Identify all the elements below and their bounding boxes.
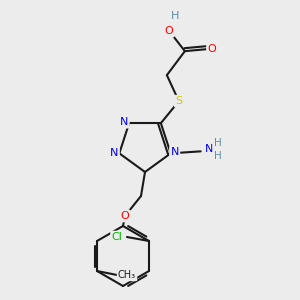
- Text: N: N: [205, 144, 213, 154]
- Text: H: H: [214, 151, 222, 161]
- Text: O: O: [121, 211, 129, 221]
- Text: CH₃: CH₃: [118, 270, 136, 280]
- Text: S: S: [175, 96, 182, 106]
- Text: N: N: [110, 148, 118, 158]
- Text: N: N: [170, 147, 179, 157]
- Text: Cl: Cl: [112, 232, 122, 242]
- Text: N: N: [120, 117, 128, 127]
- Text: H: H: [171, 11, 179, 21]
- Text: O: O: [208, 44, 216, 54]
- Text: O: O: [164, 26, 173, 36]
- Text: H: H: [214, 138, 222, 148]
